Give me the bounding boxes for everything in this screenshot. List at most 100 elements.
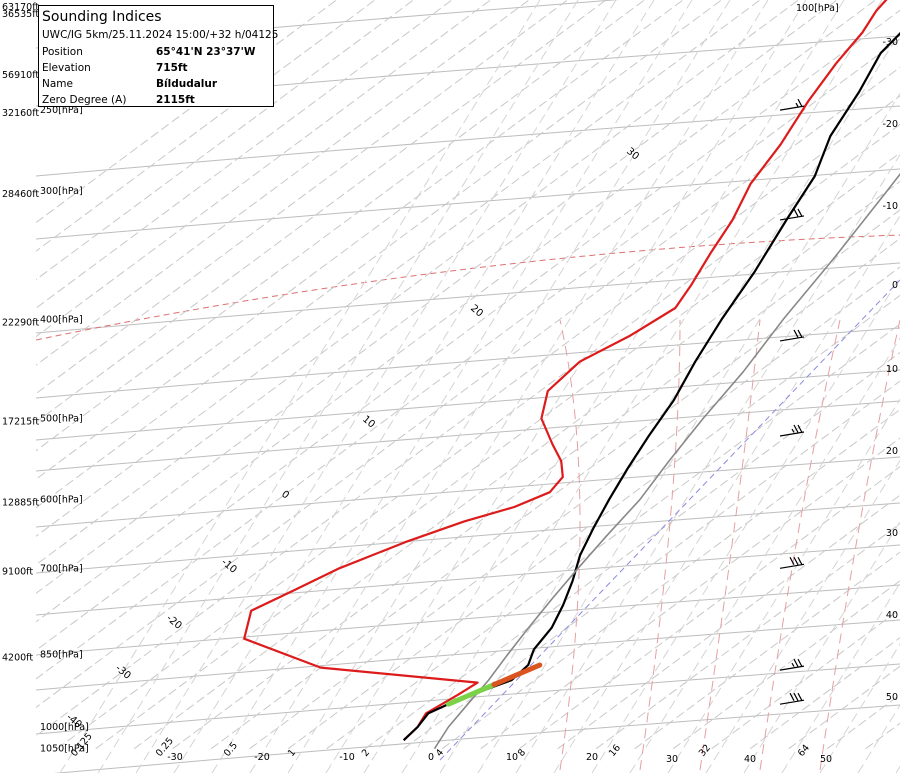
pressure-line — [36, 262, 900, 334]
wind-barb-feather — [797, 98, 803, 107]
wind-barb-staff — [779, 431, 805, 437]
mixing-ratio-tick: 1 — [286, 747, 298, 759]
isotherm-line — [634, 551, 900, 750]
zero-degree-key: Zero Degree (A) — [42, 94, 127, 106]
isotherm-line — [249, 266, 900, 750]
height-tick-label: 32160ft — [2, 108, 39, 119]
pressure-line — [36, 544, 900, 616]
isotherm-line — [36, 0, 338, 224]
wind-barb-feather — [797, 658, 803, 667]
panel-subtitle: UWC/IG 5km/25.11.2024 15:00/+32 h/04125 — [42, 29, 279, 41]
elevation-key: Elevation — [42, 62, 91, 74]
wind-barb-feather — [797, 424, 803, 433]
height-tick-label: 36535ft — [2, 9, 39, 20]
isotherm-line — [36, 0, 530, 366]
isotherm-line — [36, 9, 900, 651]
wind-barbs — [779, 98, 805, 705]
wind-barb-staff — [779, 665, 805, 671]
position-key: Position — [42, 46, 83, 58]
isotherm-line — [403, 380, 900, 750]
pressure-line — [36, 502, 900, 574]
pressure-line — [36, 168, 900, 240]
temperature-tick: 30 — [666, 754, 678, 765]
dry-adiabat-line — [857, 704, 900, 773]
height-tick-label: 28460ft — [2, 189, 39, 200]
pressure-line — [36, 584, 900, 656]
pressure-tick-label: 300[hPa] — [40, 186, 83, 197]
wind-barb-half-feather — [791, 662, 795, 667]
dry-adiabat-line — [895, 765, 900, 773]
elevation-value: 715ft — [156, 62, 188, 74]
lifted-segment-green — [445, 682, 497, 707]
wind-barb-feather — [797, 692, 803, 701]
wind-barb-staff — [779, 215, 805, 221]
sounding-indices-panel: Sounding Indices UWC/IG 5km/25.11.2024 1… — [38, 5, 278, 107]
dry-adiabat-line — [743, 520, 900, 773]
height-tick-label: 12885ft — [2, 498, 39, 509]
temperature-tick: -10 — [339, 752, 355, 763]
temperature-tick: -20 — [254, 752, 270, 763]
wind-barb-feather — [793, 556, 799, 566]
isotherm-line — [711, 608, 900, 750]
isotherm-line — [287, 294, 900, 750]
moist-adiabat-line — [759, 319, 841, 771]
dry-adiabat-line — [97, 0, 579, 773]
pressure-tick-label: 1050[hPa] — [40, 744, 89, 755]
wind-barb-half-feather — [791, 428, 795, 433]
wind-barb-feather — [793, 208, 799, 217]
wind-barb-feather — [789, 556, 795, 566]
isotherm-line — [36, 0, 800, 566]
dewpoint-line — [243, 0, 888, 741]
pressure-tick-label: 250[hPa] — [40, 105, 83, 116]
dry-adiabat-line — [211, 0, 693, 773]
dry-adiabat-line — [591, 276, 900, 773]
wind-barb-feather — [793, 329, 799, 338]
isotherm-line — [595, 523, 900, 750]
right-axis-tick: -10 — [882, 201, 898, 212]
dry-adiabat-line — [629, 337, 900, 773]
pressure-tick-label: 700[hPa] — [40, 563, 83, 574]
parcel-line — [433, 172, 900, 750]
dry-adiabat-line — [781, 582, 900, 773]
isotherm-line — [441, 408, 900, 750]
wind-barb-feather — [793, 658, 799, 667]
right-axis-tick: 50 — [886, 692, 898, 703]
wind-barb-staff — [779, 105, 805, 111]
right-axis-tick: 20 — [886, 446, 898, 457]
height-tick-label: 63170ft — [2, 2, 39, 13]
wind-barb-feather — [793, 692, 799, 701]
dry-adiabat-line — [135, 0, 617, 773]
lifted-segment-orange — [491, 662, 543, 688]
wind-barb-feather — [797, 329, 803, 338]
temperature-tick: 10 — [506, 752, 518, 763]
dry-adiabat-line — [553, 214, 900, 773]
wind-barb-feather — [797, 556, 803, 566]
temperature-tick: 40 — [744, 754, 756, 765]
temperature-tick: 0 — [428, 752, 434, 763]
moist-adiabat-line — [819, 319, 900, 771]
height-tick-label: 9100ft — [2, 566, 33, 577]
mixing-ratio-tick: 32 — [697, 743, 713, 759]
wind-barb-feather — [797, 208, 803, 217]
mixing-ratio-tick: 4 — [434, 747, 446, 759]
isotherm-line — [36, 38, 900, 680]
height-tick-label: 22290ft — [2, 317, 39, 328]
wind-barb-staff — [779, 563, 805, 569]
pressure-tick-label: 1000[hPa] — [40, 722, 89, 733]
dry-adiabat-line — [325, 0, 807, 773]
name-value: Bíldudalur — [156, 78, 218, 90]
isotherm-line — [364, 351, 900, 750]
profile-lines — [243, 0, 900, 750]
freezing-level-line — [36, 234, 900, 341]
isotherm-line — [36, 0, 838, 594]
isotherm-line — [480, 437, 900, 750]
position-value: 65°41'N 23°37'W — [156, 46, 256, 58]
isotherm-line — [56, 123, 900, 750]
mixing-ratio-tick: 0.5 — [222, 740, 240, 759]
dry-adiabat-line — [287, 0, 769, 773]
temperature-tick: -30 — [167, 752, 183, 763]
isotherm-inline-label: -30 — [113, 663, 133, 682]
isotherm-inline-label: 0 — [279, 489, 291, 502]
